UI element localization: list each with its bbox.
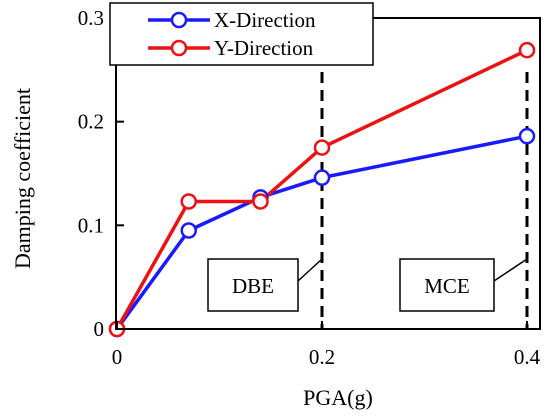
data-point-y-direction [313,139,331,156]
data-point-y-direction [518,41,536,59]
legend-marker [170,11,188,29]
data-point-y-direction [180,193,197,210]
x-axis-title: PGA(g) [303,385,373,410]
reference-label-box [399,258,495,312]
x-tick-label: 0.2 [309,345,335,369]
legend-label: Y-Direction [214,36,314,60]
legend-label: X-Direction [214,8,316,32]
data-point-x-direction [180,222,197,239]
data-point-x-direction [313,169,331,186]
reference-leader [297,258,323,282]
axes: 0 0.1 0.2 0.3 0 0.2 0.4 PGA(g) Damping coefficie… [10,6,541,410]
reference-label-box [207,258,299,312]
reference-leader [493,258,528,282]
data-point-x-direction [518,127,536,145]
y-tick-label: 0 [94,317,105,341]
legend: X-Direction Y-Direction [109,2,374,66]
reference-label: MCE [424,274,470,298]
x-tick-label: 0.4 [514,345,541,369]
legend-marker [170,39,188,57]
y-axis-title: Damping coefficient [10,88,35,269]
x-tick-label: 0 [112,345,123,369]
y-tick-label: 0.1 [78,213,104,237]
legend-box [109,2,374,66]
reference-label: DBE [232,274,274,298]
y-tick-label: 0.3 [78,6,104,30]
y-tick-label: 0.2 [78,110,104,134]
data-point-y-direction [252,193,269,210]
plot-area: DBE MCE [108,41,536,338]
